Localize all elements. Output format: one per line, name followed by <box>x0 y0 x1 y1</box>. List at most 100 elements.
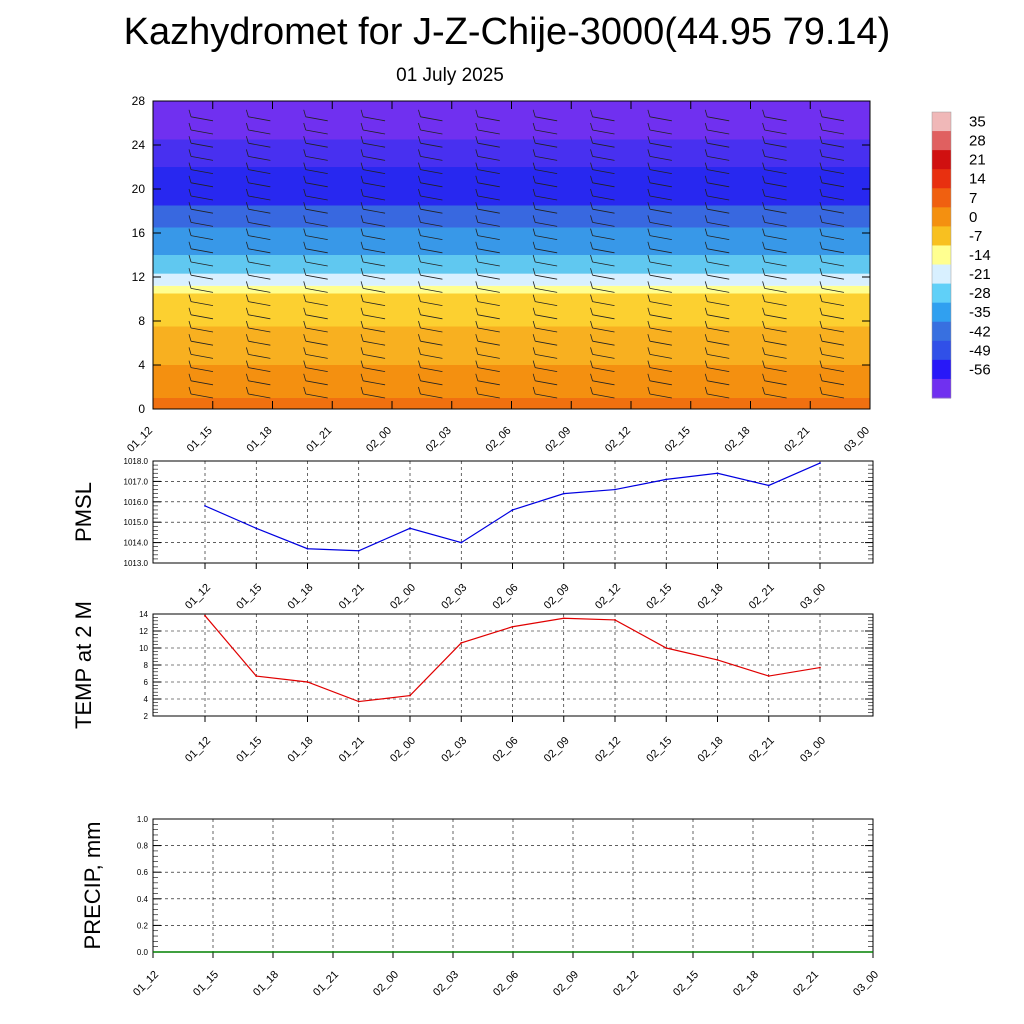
x-tick-label: 01_18 <box>245 425 275 455</box>
wind-barb <box>477 274 500 280</box>
wind-barb-flag <box>418 386 421 395</box>
colorbar-label: -35 <box>969 304 991 321</box>
wind-barb <box>707 301 730 306</box>
wind-barb <box>535 314 558 320</box>
x-tick-label: 02_06 <box>491 582 521 612</box>
wind-barb <box>190 314 214 320</box>
wind-barb <box>305 380 328 386</box>
wind-barb-flag <box>819 254 823 263</box>
wind-barb-flag <box>532 386 536 395</box>
wind-barb <box>707 129 730 135</box>
wind-barb-flag <box>245 228 249 236</box>
wind-barb <box>363 169 386 174</box>
x-tick-label: 02_12 <box>611 969 641 999</box>
wind-barb-flag <box>532 241 536 249</box>
wind-barb <box>821 116 845 122</box>
wind-barb <box>592 169 615 174</box>
wind-barb-flag <box>532 373 536 381</box>
wind-barb <box>649 274 672 280</box>
wind-barb-flag <box>704 175 708 183</box>
x-tick-label: 02_03 <box>439 582 469 612</box>
wind-barb <box>477 208 500 214</box>
y-axis-title: PMSL <box>71 482 96 542</box>
wind-barb-flag <box>704 162 708 170</box>
wind-barb-flag <box>188 307 192 315</box>
wind-barb <box>764 274 787 280</box>
wind-barb-flag <box>245 254 249 263</box>
wind-barb <box>363 301 386 306</box>
wind-barb-flag <box>475 373 479 381</box>
wind-barb-flag <box>762 241 765 249</box>
data-point <box>306 681 309 683</box>
wind-barb <box>764 129 787 135</box>
wind-barb-flag <box>532 307 536 315</box>
wind-barb-flag <box>762 347 765 355</box>
colorbar-swatch <box>932 264 951 285</box>
wind-barb <box>363 235 386 240</box>
wind-barb-flag <box>188 109 192 117</box>
wind-barb-flag <box>704 347 708 355</box>
wind-barb <box>305 261 328 267</box>
y-tick-label: 1.0 <box>137 815 149 824</box>
wind-barb <box>190 327 214 333</box>
wind-barb-flag <box>418 162 421 170</box>
data-point <box>767 675 770 677</box>
wind-barb-flag <box>819 215 823 223</box>
wind-barb-flag <box>590 149 593 157</box>
wind-barb <box>821 301 845 306</box>
wind-barb <box>477 116 500 122</box>
colorbar-label: -56 <box>969 361 991 378</box>
wind-barb <box>592 367 615 372</box>
wind-barb-flag <box>418 202 421 210</box>
wind-barb-flag <box>303 268 307 276</box>
wind-barb-flag <box>647 228 651 236</box>
wind-barb <box>190 235 214 240</box>
wind-barb <box>420 182 443 188</box>
wind-barb-flag <box>245 215 249 223</box>
data-point <box>255 675 258 677</box>
wind-barb <box>477 380 500 386</box>
wind-barb-flag <box>475 136 479 144</box>
wind-barb-flag <box>188 334 192 342</box>
wind-barb-flag <box>303 122 307 131</box>
wind-barb <box>764 169 787 174</box>
wind-barb <box>592 301 615 306</box>
wind-barb-flag <box>418 320 421 329</box>
wind-barb <box>649 288 672 293</box>
wind-barb-flag <box>418 241 421 249</box>
wind-barb-flag <box>819 347 823 355</box>
wind-barb <box>821 327 845 333</box>
wind-barb-flag <box>647 202 651 210</box>
wind-barb-flag <box>245 334 249 342</box>
wind-barb <box>363 129 386 135</box>
wind-barb <box>190 248 214 254</box>
wind-barb-flag <box>532 228 536 236</box>
wind-barb-flag <box>647 320 651 329</box>
wind-barb <box>535 129 558 135</box>
wind-barb-flag <box>819 109 823 117</box>
panel-frame <box>152 460 874 564</box>
wind-barb-flag <box>704 386 708 395</box>
wind-barb-flag <box>647 241 651 249</box>
wind-barb-flag <box>590 202 593 210</box>
x-tick-label: 01_15 <box>185 425 215 455</box>
x-tick-label: 02_15 <box>644 735 674 765</box>
wind-barb-flag <box>475 228 479 236</box>
wind-barb <box>477 169 500 174</box>
wind-barb <box>305 142 328 148</box>
x-tick-label: 01_12 <box>183 582 213 612</box>
wind-barb-flag <box>819 228 823 236</box>
heatmap-band-7 <box>153 227 870 255</box>
wind-barb-flag <box>245 241 249 249</box>
wind-barb-flag <box>762 136 765 144</box>
wind-barb <box>707 354 730 359</box>
wind-barb-flag <box>819 175 823 183</box>
wind-barb-flag <box>704 241 708 249</box>
wind-barb <box>649 208 672 214</box>
wind-barb-flag <box>647 347 651 355</box>
colorbar-swatch <box>932 283 951 304</box>
wind-barb-flag <box>303 334 307 342</box>
wind-barb <box>190 129 214 135</box>
wind-barb-flag <box>762 202 765 210</box>
wind-barb-flag <box>647 360 651 368</box>
